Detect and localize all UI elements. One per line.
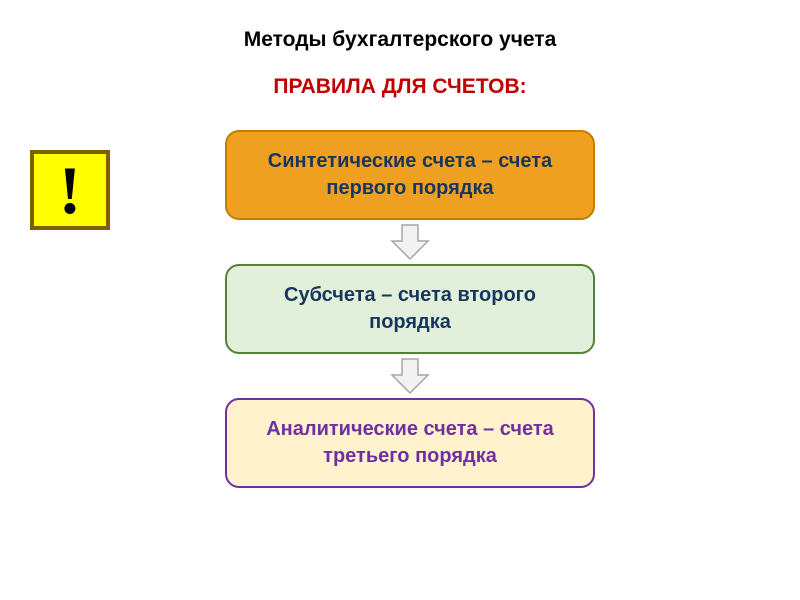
box2-term: Субсчета	[284, 284, 376, 306]
box3-sep: –	[478, 418, 500, 440]
box-synthetic-accounts: Синтетические счета – счета первого поря…	[225, 130, 595, 220]
box1-term: Синтетические счета	[268, 150, 476, 172]
page-title: Методы бухгалтерского учета	[244, 28, 557, 52]
arrow-1	[388, 220, 432, 264]
arrow-2	[388, 354, 432, 398]
subtitle: ПРАВИЛА ДЛЯ СЧЕТОВ:	[273, 75, 526, 99]
box3-term: Аналитические счета	[266, 418, 477, 440]
exclamation-mark: !	[59, 156, 82, 224]
down-arrow-icon	[388, 223, 432, 261]
box1-sep: –	[476, 150, 498, 172]
box-analytical-accounts: Аналитические счета – счета третьего пор…	[225, 398, 595, 488]
box2-sep: –	[376, 284, 398, 306]
down-arrow-icon	[388, 357, 432, 395]
box-sub-accounts: Субсчета – счета второго порядка	[225, 264, 595, 354]
warning-icon: !	[30, 150, 110, 230]
flowchart: Синтетические счета – счета первого поря…	[180, 130, 640, 488]
